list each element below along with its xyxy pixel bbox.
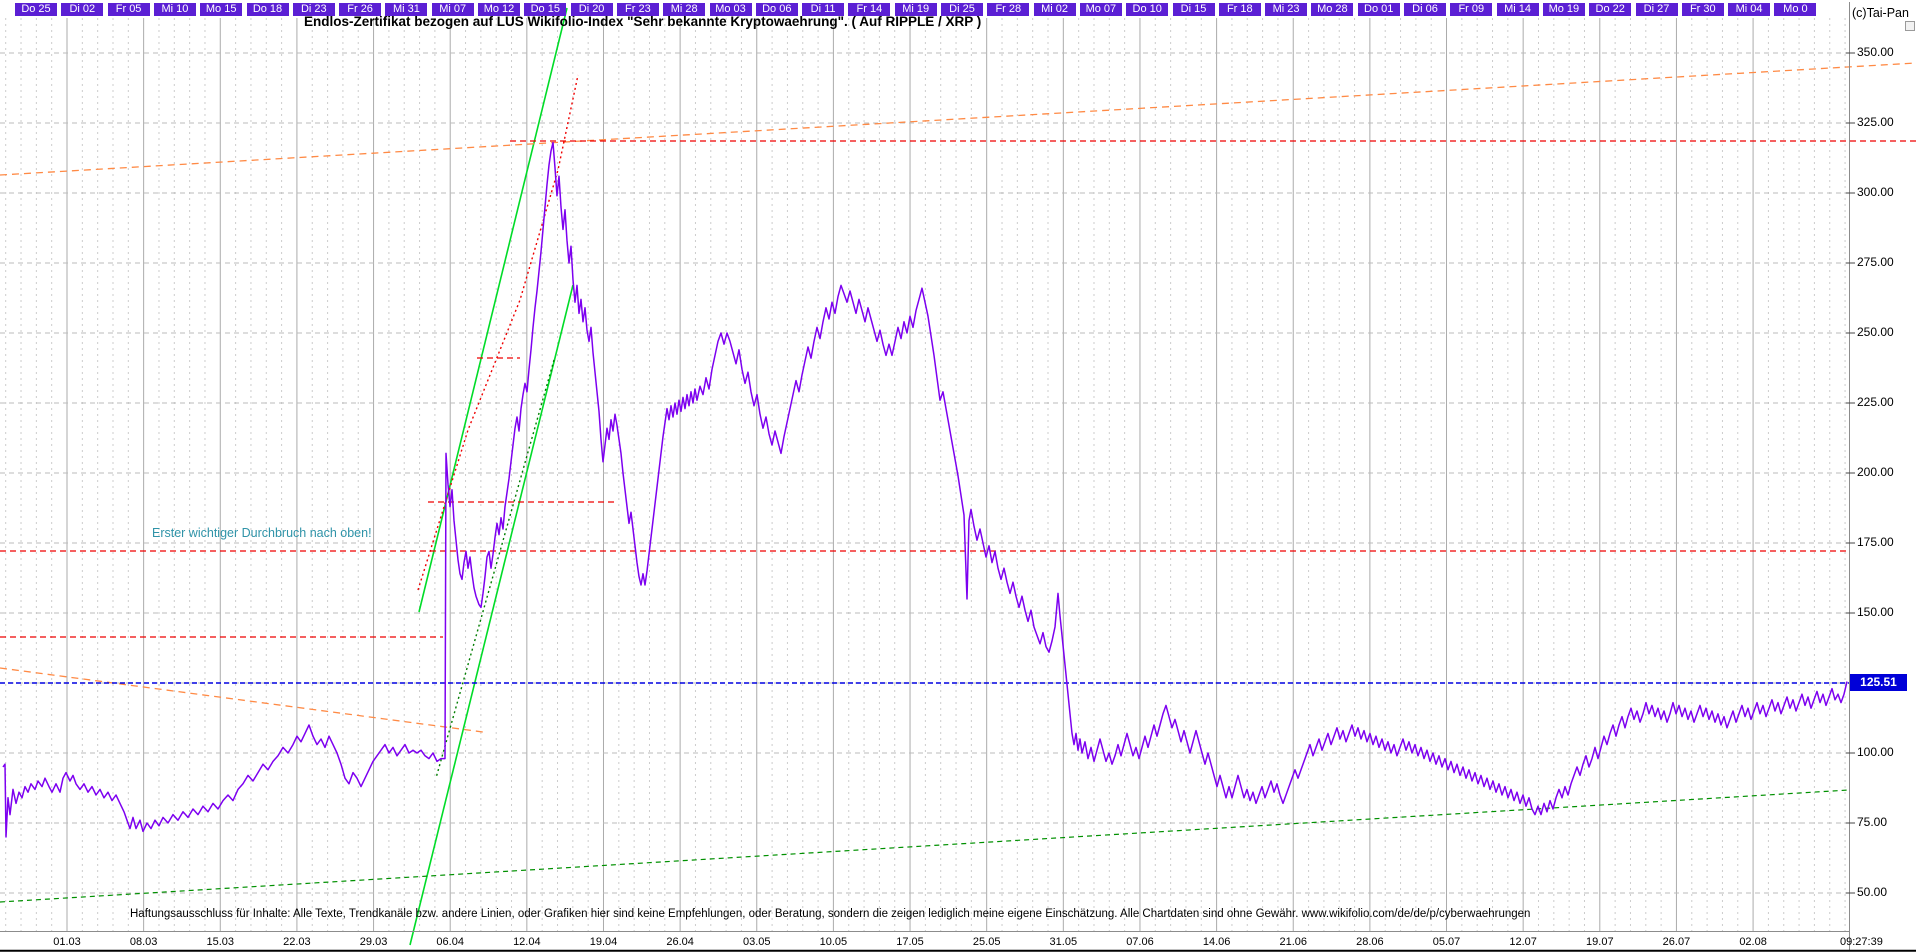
top-date-label: Mo 19 [1542,3,1585,16]
top-date-label: Di 11 [802,3,845,16]
top-date-label: Fr 18 [1218,3,1261,16]
top-date-label: Di 15 [1172,3,1215,16]
bottom-date-label: 07.06 [1126,936,1154,948]
top-date-label: Mo 03 [709,3,752,16]
disclaimer-text: Haftungsausschluss für Inhalte: Alle Tex… [130,908,1531,920]
bottom-date-label: 06.04 [436,936,464,948]
bottom-date-label: 02.08 [1739,936,1767,948]
top-date-axis: Do 25 Di 02 Fr 05 Mi 10 Mo 15 Do 18 Di 23 Fr 26… [0,0,1849,18]
bottom-date-label: 05.07 [1432,936,1461,948]
bottom-date-label: 08.03 [129,936,158,948]
trendline-orange-upper [0,62,1916,176]
bottom-date-label: 01.03 [53,936,81,948]
bottom-date-label: 29.03 [359,936,388,948]
top-date-label: Do 18 [246,3,289,16]
top-date-label: Mi 31 [385,3,428,16]
supportline-green-dashed-long [0,789,1850,903]
bottom-date-axis: 01.03 08.03 15.03 22.03 29.03 06.04 12.04 19.04… [0,933,1916,952]
bottom-date-label: 26.04 [666,936,694,948]
chart-title: Endlos-Zertifikat bezogen auf LUS Wikifo… [304,14,982,29]
bottom-date-label: 19.07 [1586,936,1614,948]
top-date-label: Do 22 [1589,3,1632,16]
top-date-label: Mo 0 [1774,3,1817,16]
top-date-label: Mi 07 [431,3,474,16]
price-line [2,141,1848,838]
bottom-date-label: 12.07 [1509,936,1537,948]
top-date-label: Di 23 [292,3,335,16]
top-date-label: Di 06 [1404,3,1446,16]
top-date-label: Mi 10 [153,3,196,16]
top-date-label: Mi 23 [1265,3,1308,16]
top-date-label: Di 27 [1635,3,1678,16]
top-date-label: Mi 02 [1033,3,1076,16]
bottom-date-label: 31.05 [1049,936,1078,948]
clock-label: 09:27:39 [1840,936,1883,948]
top-date-label: Mo 12 [478,3,520,16]
trendline-green-dotted [435,359,555,779]
top-date-label: Do 15 [524,3,567,16]
top-date-label: Do 10 [1126,3,1169,16]
top-date-label: Fr 30 [1681,3,1724,16]
top-date-label: Fr 28 [987,3,1030,16]
top-date-label: Mi 04 [1728,3,1771,16]
bottom-date-label: 17.05 [896,936,924,948]
trendline-orange-lower-left [0,667,484,733]
top-date-label: Mi 28 [663,3,706,16]
trendline-green-solid-upper [418,7,568,613]
bottom-date-label: 25.05 [972,936,1001,948]
bottom-date-label: 22.03 [283,936,311,948]
bottom-date-label: 14.06 [1202,936,1231,948]
bottom-date-label: 28.06 [1356,936,1384,948]
top-date-label: Do 01 [1357,3,1400,16]
top-date-label: Di 25 [941,3,983,16]
bottom-date-label: 03.05 [742,936,771,948]
top-date-label: Mo 28 [1311,3,1354,16]
bottom-date-label: 19.04 [589,936,618,948]
bottom-date-label: 12.04 [513,936,541,948]
copyright-label: (c)Tai-Pan [1852,6,1909,20]
bottom-date-label: 10.05 [819,936,848,948]
top-date-label: Mi 19 [894,3,937,16]
current-price-badge: 125.51 [1850,674,1907,691]
bottom-date-label: 21.06 [1279,936,1307,948]
trendline-red-dotted-steep [417,74,579,591]
top-date-label: Do 06 [755,3,798,16]
breakout-annotation: Erster wichtiger Durchbruch nach oben! [152,526,372,540]
top-date-label: Mo 07 [1079,3,1122,16]
top-date-label: Mi 14 [1496,3,1539,16]
top-date-label: Di 02 [61,3,104,16]
panel-toggle-icon[interactable] [1905,21,1915,31]
top-date-label: Fr 05 [107,3,150,16]
top-date-label: Fr 14 [848,3,891,16]
bottom-date-label: 15.03 [206,936,235,948]
trendline-green-solid-lower [409,284,574,946]
bottom-date-label: 26.07 [1662,936,1691,948]
top-date-label: Do 25 [15,3,57,16]
top-date-label: Fr 26 [339,3,382,16]
top-date-label: Fr 09 [1450,3,1493,16]
top-date-label: Di 20 [570,3,613,16]
top-date-label: Mo 15 [200,3,243,16]
top-date-label: Fr 23 [616,3,659,16]
